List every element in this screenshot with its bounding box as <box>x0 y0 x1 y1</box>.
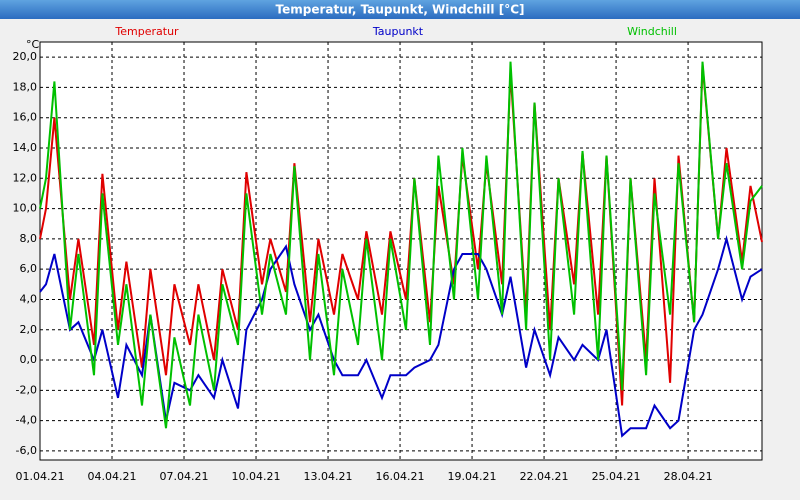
chart-title: Temperatur, Taupunkt, Windchill [°C] <box>276 3 525 17</box>
y-tick-label: 8,0 <box>20 232 38 245</box>
y-tick-label: 14,0 <box>13 141 38 154</box>
y-tick-label: 6,0 <box>20 262 38 275</box>
y-tick-label: 12,0 <box>13 171 38 184</box>
legend-label: Windchill <box>627 25 677 38</box>
x-tick-label: 25.04.21 <box>592 470 641 483</box>
y-tick-label: 10,0 <box>13 202 38 215</box>
series-line <box>39 64 763 406</box>
x-tick-label: 22.04.21 <box>520 470 569 483</box>
series-line <box>39 61 763 429</box>
legend-label: Temperatur <box>114 25 179 38</box>
x-tick-label: 19.04.21 <box>448 470 497 483</box>
x-tick-label: 01.04.21 <box>16 470 65 483</box>
y-tick-label: -4,0 <box>16 414 37 427</box>
x-tick-label: 28.04.21 <box>664 470 713 483</box>
x-tick-label: 04.04.21 <box>88 470 137 483</box>
x-tick-label: 07.04.21 <box>160 470 209 483</box>
y-tick-label: 2,0 <box>20 323 38 336</box>
x-tick-label: 13.04.21 <box>304 470 353 483</box>
title-bar <box>0 0 800 19</box>
plot-area <box>39 41 763 461</box>
y-tick-label: 4,0 <box>20 292 38 305</box>
y-tick-label: 0,0 <box>20 353 38 366</box>
y-tick-label: -2,0 <box>16 383 37 396</box>
x-tick-label: 10.04.21 <box>232 470 281 483</box>
y-unit: °C <box>26 38 40 51</box>
y-tick-label: -6,0 <box>16 444 37 457</box>
y-tick-label: 20,0 <box>13 50 38 63</box>
y-tick-label: 16,0 <box>13 111 38 124</box>
y-tick-label: 18,0 <box>13 80 38 93</box>
legend-label: Taupunkt <box>372 25 424 38</box>
x-tick-label: 16.04.21 <box>376 470 425 483</box>
